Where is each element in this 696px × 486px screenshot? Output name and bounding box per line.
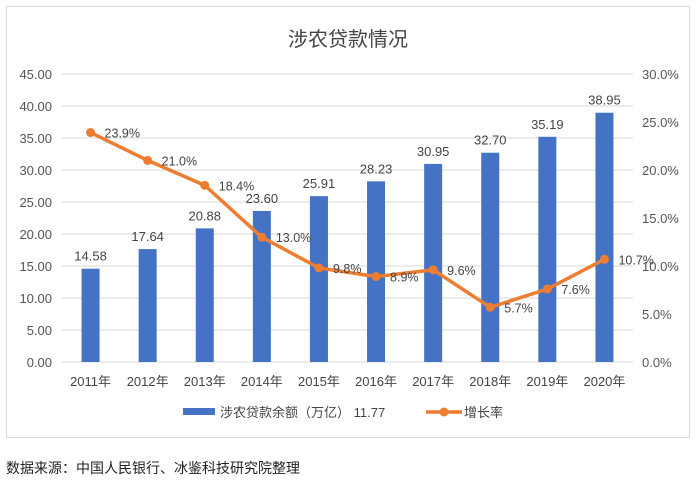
y2-tick-label: 0.0%	[642, 355, 672, 370]
line-data-label: 9.8%	[333, 262, 362, 276]
line-point	[143, 155, 153, 165]
line-data-label: 13.0%	[276, 231, 311, 245]
bar-data-label: 23.60	[246, 191, 279, 206]
line-point	[599, 254, 609, 264]
bar	[81, 268, 100, 362]
bar	[309, 196, 328, 362]
y-tick-label: 45.00	[19, 67, 52, 82]
line-point	[371, 272, 381, 282]
bar-data-label: 25.91	[303, 176, 336, 191]
growth-line	[89, 130, 606, 310]
bar-data-label: 17.64	[131, 229, 164, 244]
line-data-label: 23.9%	[105, 127, 140, 141]
bar	[367, 181, 386, 362]
chart-title: 涉农贷款情况	[288, 28, 408, 51]
y2-tick-label: 15.0%	[642, 211, 679, 226]
line-data-label: 18.4%	[219, 179, 254, 193]
y-tick-label: 35.00	[19, 131, 52, 146]
bar-data-label: 32.70	[474, 133, 507, 148]
line-point	[314, 263, 324, 273]
x-tick-label: 2015年	[298, 374, 340, 389]
bar	[481, 152, 500, 362]
legend-line-label: 增长率	[464, 405, 503, 420]
bar-data-label: 30.95	[417, 144, 450, 159]
bar-data-label: 14.58	[74, 249, 107, 264]
bar	[195, 228, 214, 362]
bar	[595, 112, 614, 362]
bar	[138, 249, 157, 362]
y2-tick-label: 20.0%	[642, 163, 679, 178]
chart: 涉农贷款情况 0.00 5.00 10.00 15.00 20.00 25.00 30.00 3…	[19, 28, 679, 420]
x-tick-label: 2016年	[355, 374, 397, 389]
x-tick-label: 2011年	[70, 374, 111, 389]
line-data-label: 7.6%	[561, 283, 590, 297]
legend-line-marker	[439, 407, 449, 417]
line-data-label: 10.7%	[618, 253, 653, 267]
line-point	[542, 284, 552, 294]
x-tick-label: 2012年	[127, 374, 169, 389]
bar	[424, 163, 443, 362]
bar	[252, 210, 271, 362]
line-data-label: 21.0%	[162, 154, 197, 168]
line-point	[428, 265, 438, 275]
legend-bar-label: 涉农贷款余额（万亿） 11.77	[220, 405, 385, 420]
x-tick-label: 2014年	[241, 374, 283, 389]
bar-data-label: 35.19	[531, 117, 564, 132]
bar-data-label: 28.23	[360, 161, 393, 176]
bar-data-label: 20.88	[188, 208, 221, 223]
y-tick-label: 15.00	[19, 259, 52, 274]
line-point	[200, 180, 210, 190]
line-point	[257, 232, 267, 242]
chart-frame	[6, 6, 690, 438]
x-tick-label: 2013年	[184, 374, 226, 389]
legend-bar-swatch	[183, 408, 215, 415]
y2-tick-label: 25.0%	[642, 115, 679, 130]
y-tick-label: 0.00	[27, 355, 52, 370]
line-data-label: 5.7%	[504, 301, 533, 315]
y-tick-label: 10.00	[19, 291, 52, 306]
x-tick-label: 2020年	[583, 374, 625, 389]
y-tick-label: 40.00	[19, 99, 52, 114]
y2-tick-label: 10.0%	[642, 259, 679, 274]
line-data-label: 8.9%	[390, 271, 419, 285]
y-tick-label: 30.00	[19, 163, 52, 178]
y2-tick-label: 5.0%	[642, 307, 672, 322]
y-tick-label: 5.00	[27, 323, 52, 338]
source-note: 数据来源：中国人民银行、冰鉴科技研究院整理	[6, 461, 300, 477]
y2-tick-label: 30.0%	[642, 67, 679, 82]
line-data-label: 9.6%	[447, 264, 476, 278]
y-tick-label: 20.00	[19, 227, 52, 242]
line-point	[485, 302, 495, 312]
x-tick-label: 2018年	[469, 374, 511, 389]
line-point	[86, 128, 96, 138]
bar	[538, 136, 557, 362]
x-tick-label: 2019年	[526, 374, 568, 389]
bar-data-label: 38.95	[588, 93, 621, 108]
y-tick-label: 25.00	[19, 195, 52, 210]
x-tick-label: 2017年	[412, 374, 454, 389]
